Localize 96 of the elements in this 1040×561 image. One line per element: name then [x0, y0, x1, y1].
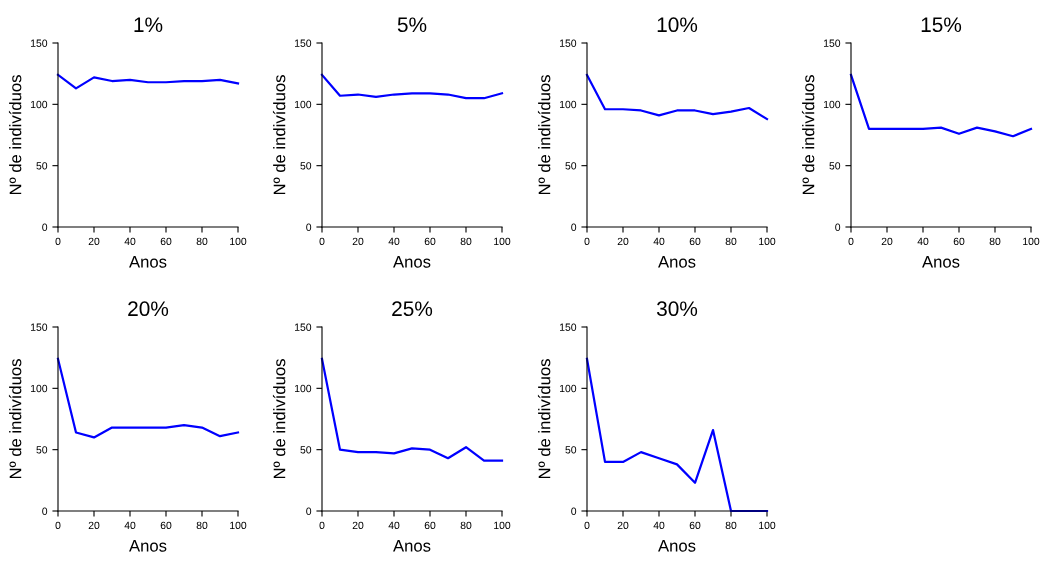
x-tick-label: 20	[617, 521, 629, 530]
chart-title: 1%	[134, 17, 163, 33]
y-tick-label: 50	[829, 162, 841, 170]
y-tick-label: 100	[31, 100, 48, 109]
line-series	[849, 73, 1033, 138]
y-tick-label: 0	[835, 223, 841, 231]
x-tick-label: 40	[653, 521, 665, 530]
x-tick-label: 0	[55, 521, 61, 530]
y-axis-title: Nº de indivíduos	[272, 75, 286, 195]
x-tick-label: 20	[352, 521, 364, 530]
x-tick-label: 100	[759, 237, 776, 246]
y-tick-label: 0	[306, 223, 312, 231]
y-tick-label: 100	[560, 100, 577, 109]
y-tick-label: 150	[560, 323, 577, 331]
x-tick-label: 20	[617, 237, 629, 246]
x-tick-label: 80	[725, 237, 737, 246]
y-tick-label: 50	[36, 446, 48, 454]
x-tick-label: 60	[689, 521, 701, 530]
line-series	[56, 73, 240, 90]
x-tick-label: 80	[989, 237, 1001, 246]
y-tick-label: 100	[31, 384, 48, 393]
y-tick-label: 150	[824, 39, 841, 47]
x-tick-label: 60	[424, 237, 436, 246]
y-tick-label: 150	[295, 323, 312, 331]
x-tick-label: 40	[124, 237, 136, 246]
y-tick-label: 100	[295, 384, 312, 393]
x-tick-label: 0	[319, 521, 325, 530]
x-tick-label: 40	[388, 521, 400, 530]
x-tick-label: 80	[460, 237, 472, 246]
x-tick-label: 0	[848, 237, 854, 246]
x-tick-label: 100	[494, 237, 511, 246]
y-axis-title: Nº de indivíduos	[537, 75, 551, 195]
x-tick-label: 80	[725, 521, 737, 530]
y-tick-label: 50	[36, 162, 48, 170]
chart-title: 20%	[128, 301, 169, 317]
y-tick-label: 50	[565, 162, 577, 170]
x-tick-label: 60	[160, 521, 172, 530]
x-tick-label: 20	[88, 237, 100, 246]
x-axis-title: Anos	[129, 540, 167, 552]
y-tick-label: 0	[571, 507, 577, 515]
x-tick-label: 40	[653, 237, 665, 246]
x-tick-label: 20	[88, 521, 100, 530]
line-series	[320, 73, 504, 100]
chart-title: 5%	[397, 17, 427, 33]
y-tick-label: 100	[560, 384, 577, 393]
y-tick-label: 150	[560, 39, 577, 47]
chart-title: 15%	[921, 17, 962, 33]
chart-title: 30%	[656, 301, 698, 317]
x-tick-label: 20	[881, 237, 893, 246]
chart-title: 25%	[392, 301, 433, 317]
x-tick-label: 60	[160, 237, 172, 246]
y-tick-label: 0	[571, 223, 577, 231]
chart-title: 10%	[657, 17, 698, 33]
x-tick-label: 60	[424, 521, 436, 530]
line-series	[56, 357, 240, 439]
x-axis-title: Anos	[393, 540, 431, 552]
x-axis-title: Anos	[658, 256, 696, 268]
x-tick-label: 80	[460, 521, 472, 530]
x-tick-label: 0	[584, 237, 590, 246]
y-tick-label: 50	[300, 446, 312, 454]
y-tick-label: 50	[565, 446, 577, 454]
x-axis-title: Anos	[922, 256, 960, 268]
y-tick-label: 50	[300, 162, 312, 170]
y-axis-title: Nº de indivíduos	[272, 359, 286, 479]
y-axis-title: Nº de indivíduos	[8, 359, 22, 479]
x-tick-label: 60	[689, 237, 701, 246]
y-axis-title: Nº de indivíduos	[537, 359, 551, 479]
y-tick-label: 0	[42, 223, 48, 231]
x-axis-title: Anos	[658, 540, 696, 552]
x-tick-label: 80	[196, 521, 208, 530]
x-tick-label: 20	[352, 237, 364, 246]
x-tick-label: 0	[319, 237, 325, 246]
y-tick-label: 100	[295, 100, 312, 109]
y-tick-label: 100	[824, 100, 841, 109]
x-tick-label: 80	[196, 237, 208, 246]
x-axis-title: Anos	[393, 256, 431, 268]
x-tick-label: 100	[230, 237, 247, 246]
x-tick-label: 40	[917, 237, 929, 246]
x-tick-label: 100	[230, 521, 247, 530]
y-tick-label: 0	[42, 507, 48, 515]
x-tick-label: 40	[388, 237, 400, 246]
y-axis-title: Nº de indivíduos	[801, 75, 815, 195]
line-series	[585, 73, 769, 121]
y-axis-title: Nº de indivíduos	[8, 75, 22, 195]
x-tick-label: 100	[494, 521, 511, 530]
x-tick-label: 0	[55, 237, 61, 246]
x-axis-title: Anos	[129, 256, 167, 268]
x-tick-label: 0	[584, 521, 590, 530]
y-tick-label: 0	[306, 507, 312, 515]
y-tick-label: 150	[31, 39, 48, 47]
y-tick-label: 150	[295, 39, 312, 47]
x-tick-label: 40	[124, 521, 136, 530]
x-tick-label: 60	[953, 237, 965, 246]
y-tick-label: 150	[31, 323, 48, 331]
x-tick-label: 100	[759, 521, 776, 530]
x-tick-label: 100	[1023, 237, 1040, 246]
